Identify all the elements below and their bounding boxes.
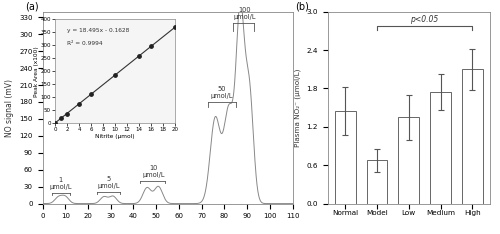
Bar: [430, 92, 451, 204]
Text: 50
μmol/L: 50 μmol/L: [211, 86, 234, 99]
Bar: [335, 111, 355, 204]
Bar: [398, 117, 419, 204]
Text: 5
μmol/L: 5 μmol/L: [97, 176, 120, 189]
Y-axis label: Plasma NO₂⁻ (μmol/L): Plasma NO₂⁻ (μmol/L): [294, 69, 300, 147]
Text: 10
μmol/L: 10 μmol/L: [142, 165, 165, 178]
Text: (a): (a): [25, 2, 38, 12]
Text: p<0.05: p<0.05: [410, 15, 439, 24]
Bar: [366, 160, 388, 204]
Text: (b): (b): [295, 2, 309, 12]
Text: 100
μmol/L: 100 μmol/L: [234, 7, 256, 20]
Bar: [462, 69, 482, 204]
Y-axis label: NO signal (mV): NO signal (mV): [4, 79, 14, 137]
Text: 1
μmol/L: 1 μmol/L: [50, 177, 72, 190]
